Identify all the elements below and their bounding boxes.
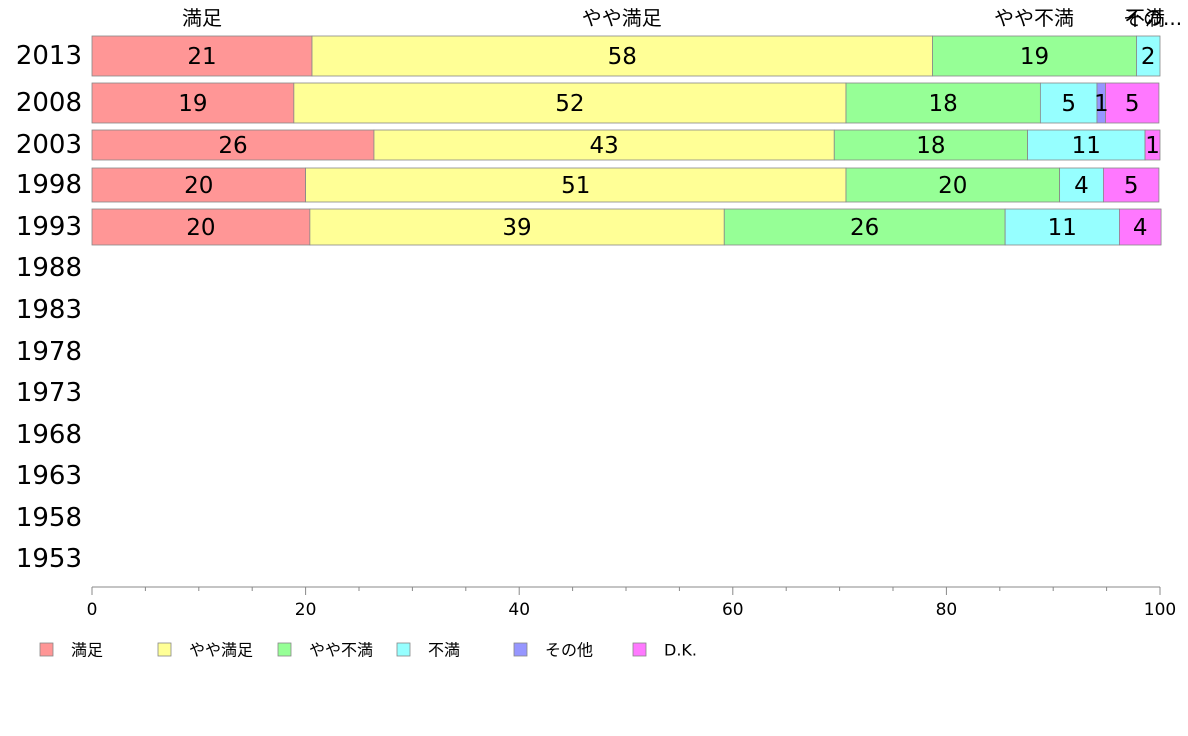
bar-label-2008-2: 18 [929,91,958,117]
legend-label-5: D.K. [664,641,697,660]
bar-2008-1 [293,82,847,124]
bar-label-2013-0: 21 [187,44,216,70]
legend-swatch-2 [277,642,292,657]
column-label-2: やや不満 [994,6,1074,30]
bar-label-2008-1: 52 [555,91,584,117]
bar-2008-2 [845,82,1041,124]
year-label-1993: 1993 [16,212,82,242]
bar-1998-3 [1059,167,1104,203]
x-tick-label-60: 60 [722,600,744,620]
bar-label-2013-3: 2 [1141,44,1156,70]
bar-label-2008-0: 19 [178,91,207,117]
bar-label-1993-5: 4 [1133,215,1148,241]
x-tick-label-100: 100 [1144,600,1176,620]
bar-2013-3 [1136,35,1161,77]
bar-1993-5 [1119,208,1162,246]
year-label-1963: 1963 [16,461,82,491]
bar-label-1993-2: 26 [850,215,879,241]
bar-2008-5 [1105,82,1160,124]
bar-2008-0 [91,82,295,124]
x-tick-label-0: 0 [87,600,98,620]
bar-1998-5 [1102,167,1160,203]
year-label-1988: 1988 [16,253,82,283]
year-label-1973: 1973 [16,378,82,408]
year-label-2013: 2013 [16,41,82,71]
legend-swatch-5 [632,642,647,657]
legend-label-2: やや不満 [309,641,373,660]
x-tick-label-40: 40 [508,600,530,620]
bar-label-2003-5: 1 [1145,133,1160,159]
legend-swatch-1 [157,642,172,657]
bar-label-2013-1: 58 [608,44,637,70]
bar-2013-2 [932,35,1137,77]
bar-label-2013-2: 19 [1020,44,1049,70]
bar-label-1998-1: 51 [561,173,590,199]
legend-label-1: やや満足 [189,641,253,660]
bar-label-1998-2: 20 [938,173,967,199]
column-label-3: 不満 [1125,6,1165,30]
bar-2013-1 [311,35,933,77]
column-label-layer: 満足 やや満足 やや不満 不満その... [182,6,1182,30]
legend-swatch-0 [39,642,54,657]
year-label-1958: 1958 [16,503,82,533]
bar-label-1993-3: 11 [1048,215,1077,241]
x-axis: 0 20 40 60 80 100 [87,586,1176,620]
year-label-1983: 1983 [16,295,82,325]
bar-2003-3 [1027,129,1146,161]
legend: 満足 やや満足 やや不満 不満 その他 D.K. [39,641,697,660]
column-label-0: 満足 [182,6,222,30]
bar-2003-1 [373,129,835,161]
bar-1993-0 [91,208,311,246]
bar-label-2003-3: 11 [1072,133,1101,159]
bar-label-2003-1: 43 [589,133,618,159]
bar-label-2008-5: 5 [1125,91,1140,117]
bar-2003-0 [91,129,375,161]
bar-layer [91,35,1162,246]
bar-label-2008-3: 5 [1061,91,1076,117]
bar-label-2003-0: 26 [218,133,247,159]
year-label-2003: 2003 [16,130,82,160]
bar-2003-5 [1144,129,1161,161]
bar-2013-0 [91,35,313,77]
bar-1998-0 [91,167,307,203]
column-label-4: その... [1123,6,1182,30]
legend-label-4: その他 [545,641,593,660]
year-axis: 2013 2008 2003 1998 1993 1988 1983 1978 1973 1968… [16,41,82,574]
bar-label-1993-1: 39 [502,215,531,241]
bar-2003-2 [833,129,1028,161]
segment-label-layer: 21 58 19 219 52 18 5 1 526 43 18 11 120 51 20 4 520 39 26 1… [178,44,1160,241]
bar-label-1998-3: 4 [1074,173,1089,199]
legend-label-3: 不満 [428,641,460,660]
bar-label-1998-5: 5 [1124,173,1139,199]
bar-1993-3 [1004,208,1120,246]
bar-label-2008-4: 1 [1094,91,1109,117]
year-label-1953: 1953 [16,544,82,574]
x-tick-label-20: 20 [295,600,317,620]
bar-label-1998-0: 20 [184,173,213,199]
bar-label-1993-0: 20 [186,215,215,241]
year-label-1968: 1968 [16,420,82,450]
year-label-2008: 2008 [16,88,82,118]
bar-1993-1 [309,208,725,246]
x-tick-label-80: 80 [936,600,958,620]
legend-swatch-3 [396,642,411,657]
legend-label-0: 満足 [71,641,103,660]
bar-label-2003-2: 18 [916,133,945,159]
legend-swatch-4 [513,642,528,657]
bar-1998-2 [845,167,1061,203]
year-label-1978: 1978 [16,337,82,367]
bar-1998-1 [305,167,847,203]
column-label-1: やや満足 [582,6,662,30]
year-label-1998: 1998 [16,170,82,200]
